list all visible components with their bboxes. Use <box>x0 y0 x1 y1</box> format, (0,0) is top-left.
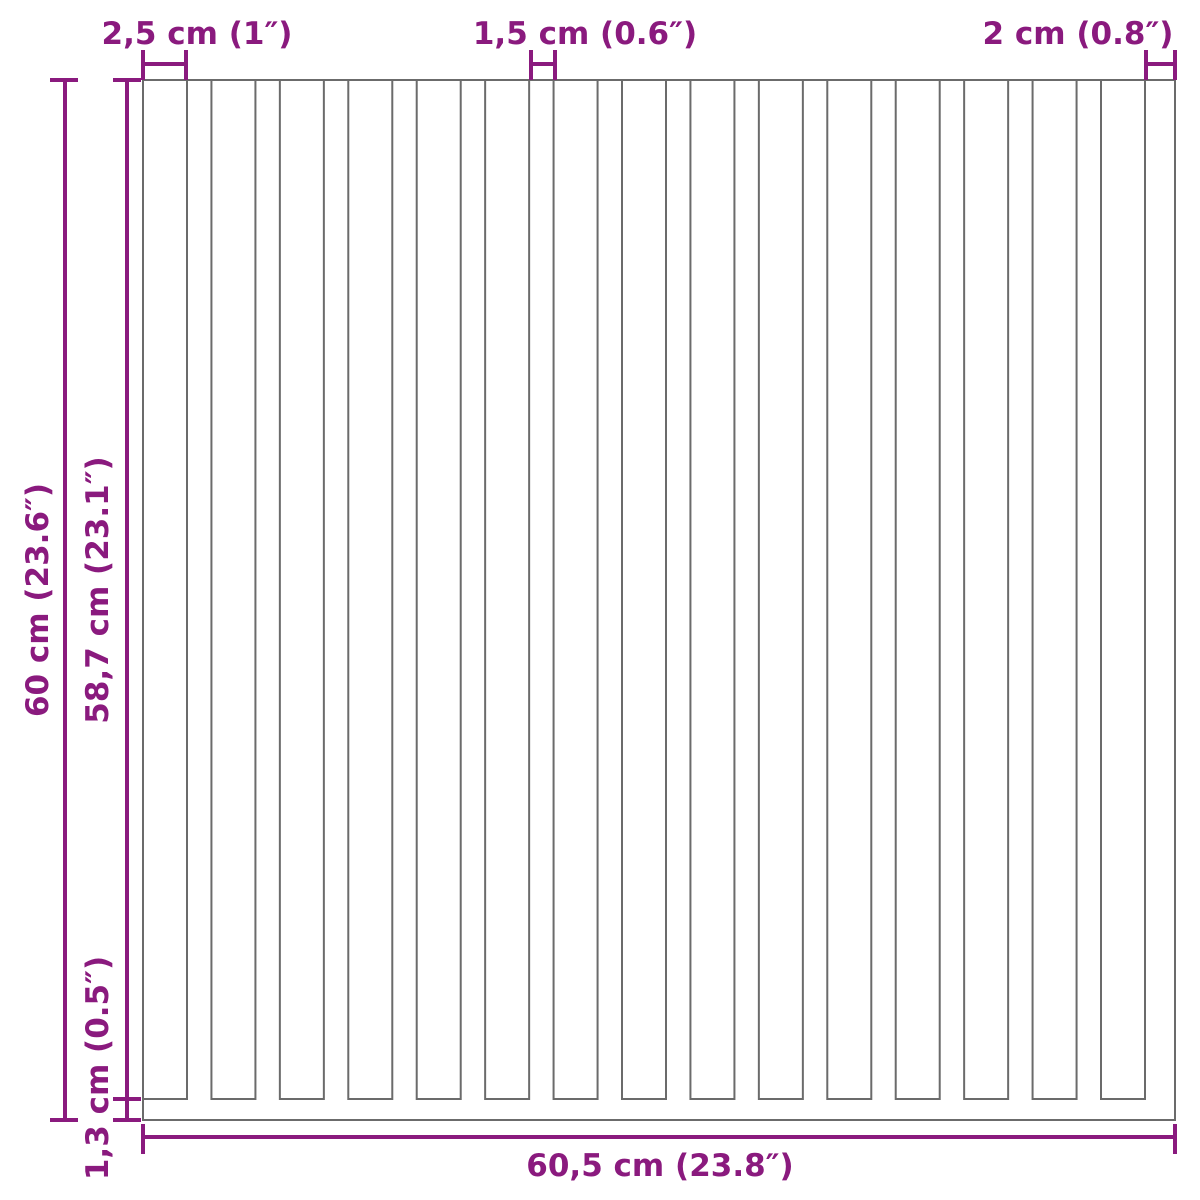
bottom-margin-label: 1,3 cm (0.5″) <box>80 956 116 1180</box>
dim-slat-width <box>141 50 188 80</box>
dim-slat-height <box>113 78 141 1101</box>
slat <box>210 80 257 1100</box>
total-height-label: 60 cm (23.6″) <box>20 483 56 717</box>
dimension-lines <box>50 50 1177 1154</box>
slat <box>484 80 531 1100</box>
slat <box>621 80 667 1100</box>
gap-width-label: 1,5 cm (0.6″) <box>473 16 697 52</box>
dim-gap-width <box>529 50 557 80</box>
backing-board <box>142 79 1176 1121</box>
slat <box>894 80 941 1100</box>
slat-height-label: 58,7 cm (23.1″) <box>80 456 116 723</box>
slat <box>826 80 873 1100</box>
slat <box>278 80 325 1100</box>
slat-width-label: 2,5 cm (1″) <box>102 16 293 52</box>
slat <box>963 80 1010 1100</box>
dim-total-width <box>141 1124 1177 1154</box>
edge-margin-label: 2 cm (0.8″) <box>983 16 1174 52</box>
slat <box>552 80 599 1100</box>
slat <box>347 80 394 1100</box>
dim-edge-margin <box>1144 50 1177 80</box>
slat <box>757 80 804 1100</box>
slat <box>142 80 188 1100</box>
dim-bottom-margin <box>113 1099 141 1122</box>
slat <box>689 80 736 1100</box>
slats <box>142 80 1146 1100</box>
slat <box>415 80 462 1100</box>
slat <box>1031 80 1078 1100</box>
total-width-label: 60,5 cm (23.8″) <box>526 1148 793 1184</box>
wall-panel <box>142 79 1176 1121</box>
dim-total-height <box>50 78 78 1122</box>
slat <box>1100 80 1146 1100</box>
